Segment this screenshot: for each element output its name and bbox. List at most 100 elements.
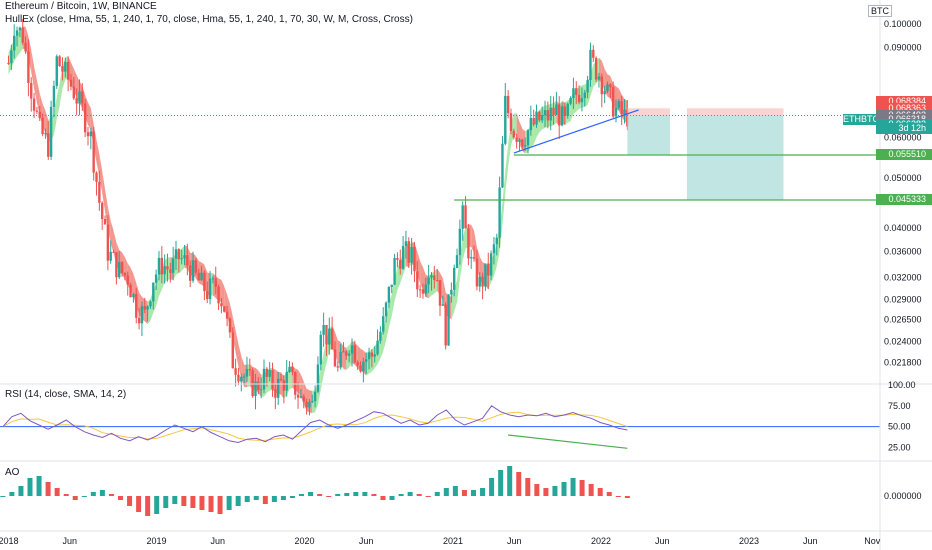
candle: [532, 117, 535, 125]
ao-bar: [27, 478, 33, 496]
candle: [515, 137, 518, 142]
candle: [373, 354, 376, 357]
candle: [240, 376, 243, 382]
candle: [330, 328, 334, 350]
candle: [410, 246, 413, 263]
hullex-band-segment: [394, 267, 398, 302]
candle: [546, 110, 550, 121]
price-tick-label: 0.032000: [884, 272, 922, 282]
candle: [311, 401, 314, 403]
candle: [461, 205, 464, 229]
candle: [166, 266, 169, 270]
ao-bar: [452, 486, 458, 496]
candle: [336, 366, 340, 368]
candle: [100, 202, 104, 220]
ao-bar: [81, 496, 87, 497]
candle: [268, 369, 271, 377]
price-label-pill: 0.068384: [876, 95, 932, 107]
candle: [441, 304, 445, 306]
hullex-band-segment: [579, 85, 582, 109]
rsi-tick-label: 100.00: [888, 380, 916, 390]
hullex-band-segment: [457, 256, 460, 302]
ao-bar: [262, 496, 268, 504]
candle: [526, 130, 530, 146]
candle: [248, 369, 252, 371]
ao-bar: [253, 496, 259, 500]
candle: [188, 265, 192, 281]
hullex-band-segment: [59, 66, 63, 106]
candle: [262, 368, 266, 390]
hullex-band-segment: [53, 96, 57, 135]
price-tick-label: 0.036000: [884, 246, 922, 256]
ao-bar: [317, 494, 323, 496]
candle: [191, 260, 195, 281]
time-tick-label: 2018: [0, 536, 19, 546]
candle: [529, 117, 533, 131]
time-tick-label: Jun: [803, 536, 818, 546]
hullex-band-segment: [107, 206, 111, 244]
candle: [86, 132, 90, 137]
candle: [38, 111, 41, 118]
candle: [81, 91, 84, 104]
candle: [342, 351, 345, 353]
hullex-band-segment: [420, 261, 423, 290]
candle: [30, 82, 33, 99]
price-tick-label: 0.026500: [884, 314, 922, 324]
price-tick-label: 0.024000: [884, 336, 922, 346]
ao-bar: [63, 494, 69, 496]
time-tick-label: Nov: [864, 536, 881, 546]
candle: [399, 259, 402, 269]
candle: [15, 30, 19, 36]
hullex-band-segment: [317, 367, 321, 405]
ao-bar: [543, 488, 549, 496]
candle: [177, 249, 181, 260]
hullex-band-segment: [320, 352, 324, 391]
candle: [157, 257, 161, 275]
candle: [92, 131, 95, 173]
candle: [89, 131, 93, 137]
ao-bar: [416, 494, 422, 496]
hullex-band-segment: [235, 330, 239, 367]
ao-bar: [489, 478, 495, 496]
candle: [274, 389, 277, 398]
candle: [382, 316, 385, 332]
candle: [594, 57, 598, 80]
ao-bar: [606, 492, 612, 496]
candle: [325, 325, 328, 345]
ao-bar: [0, 496, 6, 497]
candle: [416, 271, 419, 290]
chart-title: Ethereum / Bitcoin, 1W, BINANCE: [5, 1, 157, 12]
candle: [438, 280, 442, 306]
candle: [563, 106, 567, 116]
candle: [106, 224, 110, 261]
candle: [214, 278, 217, 287]
candle: [120, 261, 124, 274]
candle: [560, 106, 564, 126]
candle: [350, 345, 354, 354]
ao-bar: [570, 478, 576, 496]
candle: [35, 110, 39, 112]
candle: [169, 269, 172, 273]
ao-bar: [425, 496, 431, 497]
candle: [299, 396, 303, 398]
rsi-tick-label: 50.00: [888, 422, 911, 432]
candle: [183, 255, 186, 259]
candle: [225, 311, 229, 319]
time-tick-label: 2022: [591, 536, 611, 546]
candle: [333, 349, 337, 367]
candle: [421, 289, 425, 294]
rsi-tick-label: 75.00: [888, 401, 911, 411]
candle: [316, 364, 320, 392]
ao-title: AO: [5, 467, 20, 478]
candle: [328, 328, 331, 345]
candle: [401, 245, 405, 269]
ao-bar: [127, 496, 133, 506]
candle: [109, 251, 112, 261]
rsi-title: RSI (14, close, SMA, 14, 2): [5, 389, 127, 400]
ao-bar: [244, 496, 250, 502]
hullex-band-segment: [502, 170, 506, 225]
candle: [69, 79, 73, 87]
candle: [245, 369, 249, 377]
